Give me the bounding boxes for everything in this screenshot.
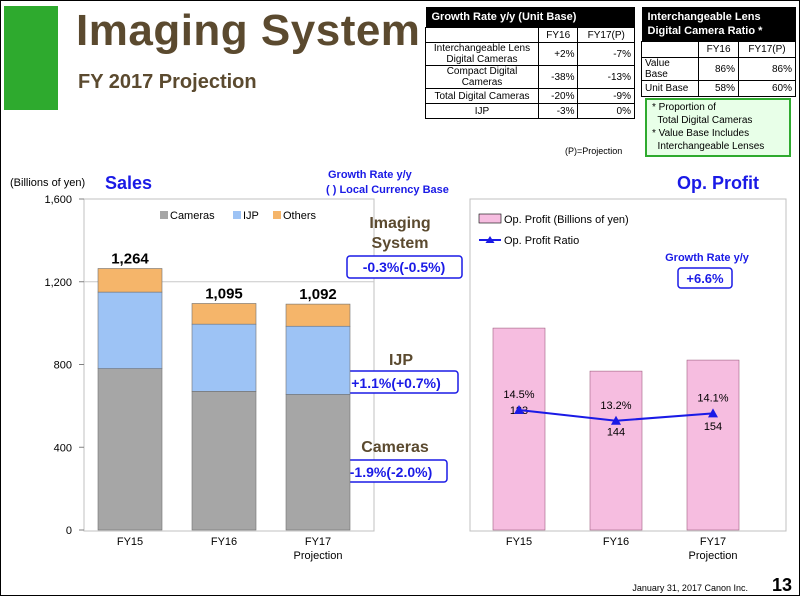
sales-legend: Cameras IJP Others (160, 210, 317, 222)
ijp-growth-value: +1.1%(+0.7%) (351, 375, 441, 391)
cameras-label: Cameras (361, 439, 429, 456)
y-tick-label: 400 (54, 442, 72, 454)
legend-label-ratio: Op. Profit Ratio (504, 235, 579, 247)
accent-bar (4, 6, 58, 110)
row-label: Unit Base (640, 80, 700, 97)
table-row: Unit Base 58% 60% (640, 80, 796, 97)
profit-chart: 183FY15144FY16154FY17Projection14.5%13.2… (492, 327, 740, 562)
y-tick-label: 0 (66, 525, 72, 537)
growth-header-2: ( ) Local Currency Base (326, 184, 449, 196)
imaging-label-1: Imaging (369, 215, 430, 232)
cell-fy16: 58% (698, 80, 739, 97)
cell-fy16: 86% (698, 57, 739, 81)
legend-swatch-cameras (160, 211, 168, 219)
bar-segment-ijp (97, 291, 163, 369)
bar-segment-others (97, 268, 163, 293)
profit-value-label: 144 (607, 427, 625, 439)
ratio-label: 14.1% (697, 392, 728, 404)
profit-title: Op. Profit (677, 173, 759, 193)
page-title: Imaging System (76, 6, 421, 55)
cell-fy16: -38% (537, 65, 579, 89)
cell-fy16: -3% (537, 103, 579, 119)
y-tick-label: 800 (54, 360, 72, 372)
growth-header-1: Growth Rate y/y (328, 169, 413, 181)
imaging-growth-box (346, 255, 463, 279)
ratio-marker (611, 415, 621, 425)
legend-swatch-others (273, 211, 281, 219)
bar-segment-ijp (285, 325, 351, 395)
table-row: Total Digital Cameras -20% -9% (425, 88, 635, 104)
bar-segment-cameras (97, 368, 163, 531)
profit-bar (589, 370, 643, 531)
profit-bar (492, 327, 546, 531)
x-tick-label: FY15 (506, 536, 532, 548)
x-tick-label: FY17 (305, 536, 331, 548)
y-tick-label: 1,200 (44, 277, 72, 289)
note-line: Total Digital Cameras (652, 115, 753, 126)
ratio-marker (514, 405, 524, 415)
ratio-marker (708, 408, 718, 418)
bar-segment-others (191, 303, 257, 325)
growth-rate-table: Growth Rate y/y (Unit Base) FY16 FY17(P)… (425, 7, 635, 119)
y-tick-label: 1,600 (44, 194, 72, 206)
total-label: 1,092 (299, 286, 337, 303)
profit-growth-value: +6.6% (686, 271, 724, 286)
x-tick-label: FY17 (700, 536, 726, 548)
table-header-row: FY16 FY17(P) (425, 27, 635, 43)
footer-date-company: January 31, 2017 Canon Inc. (632, 583, 748, 593)
ratio-label: 13.2% (600, 400, 631, 412)
page-number: 13 (772, 575, 792, 595)
x-tick-label: FY16 (603, 536, 629, 548)
cell-fy17: 0% (577, 103, 635, 119)
imaging-label-2: System (372, 235, 429, 252)
profit-bar (686, 359, 740, 531)
imaging-growth-value: -0.3%(-0.5%) (363, 259, 445, 275)
profit-plot-frame (469, 198, 787, 532)
legend-label-ijp: IJP (243, 210, 259, 222)
x-tick-sublabel: Projection (689, 550, 738, 562)
x-tick-sublabel: Projection (294, 550, 343, 562)
cell-fy16: +2% (537, 42, 579, 66)
profit-legend: Op. Profit (Billions of yen) Op. Profit … (478, 213, 629, 247)
x-tick-label: FY15 (117, 536, 143, 548)
bar-segment-cameras (285, 394, 351, 531)
total-label: 1,264 (111, 251, 149, 268)
notes-box: * Proportion of Total Digital Cameras * … (645, 98, 791, 157)
sales-title: Sales (105, 173, 152, 193)
legend-swatch-profit (478, 213, 502, 224)
ijp-label: IJP (389, 352, 413, 369)
legend-label-cameras: Cameras (170, 210, 215, 222)
ratio-label: 14.5% (503, 389, 534, 401)
table-header-row: FY16 FY17(P) (640, 41, 796, 58)
legend-label-others: Others (283, 210, 317, 222)
bar-segment-others (285, 303, 351, 327)
row-label: Value Base (640, 57, 700, 81)
table-row: IJP -3% 0% (425, 103, 635, 119)
ilc-table-title: Interchangeable Lens Digital Camera Rati… (641, 7, 796, 42)
note-line: Interchangeable Lenses (652, 141, 765, 152)
x-tick-label: FY16 (211, 536, 237, 548)
legend-marker-ratio (485, 236, 495, 243)
bar-segment-cameras (191, 391, 257, 531)
bar-segment-ijp (191, 323, 257, 392)
note-line: * Value Base Includes (652, 128, 750, 139)
projection-note: (P)=Projection (565, 146, 623, 156)
row-label: Compact Digital Cameras (425, 65, 539, 89)
page-subtitle: FY 2017 Projection (78, 71, 257, 93)
sales-unit-label: (Billions of yen) (10, 177, 85, 189)
growth-table-title: Growth Rate y/y (Unit Base) (425, 7, 635, 28)
cell-fy17: 60% (738, 80, 796, 97)
profit-growth-header: Growth Rate y/y (665, 252, 750, 264)
table-row: Value Base 86% 86% (640, 57, 796, 81)
ilc-ratio-table: Interchangeable Lens Digital Camera Rati… (640, 7, 796, 97)
legend-swatch-ijp (233, 211, 241, 219)
cameras-growth-value: -1.9%(-2.0%) (350, 464, 432, 480)
note-line: * Proportion of (652, 102, 716, 113)
profit-growth-box (677, 267, 733, 289)
legend-label-profit: Op. Profit (Billions of yen) (504, 214, 629, 226)
profit-value-label: 154 (704, 421, 722, 433)
sales-chart: 0 400 800 1,200 1,600 1,264 FY15 1,095 FY16 1,092… (44, 194, 374, 562)
total-label: 1,095 (205, 285, 243, 302)
